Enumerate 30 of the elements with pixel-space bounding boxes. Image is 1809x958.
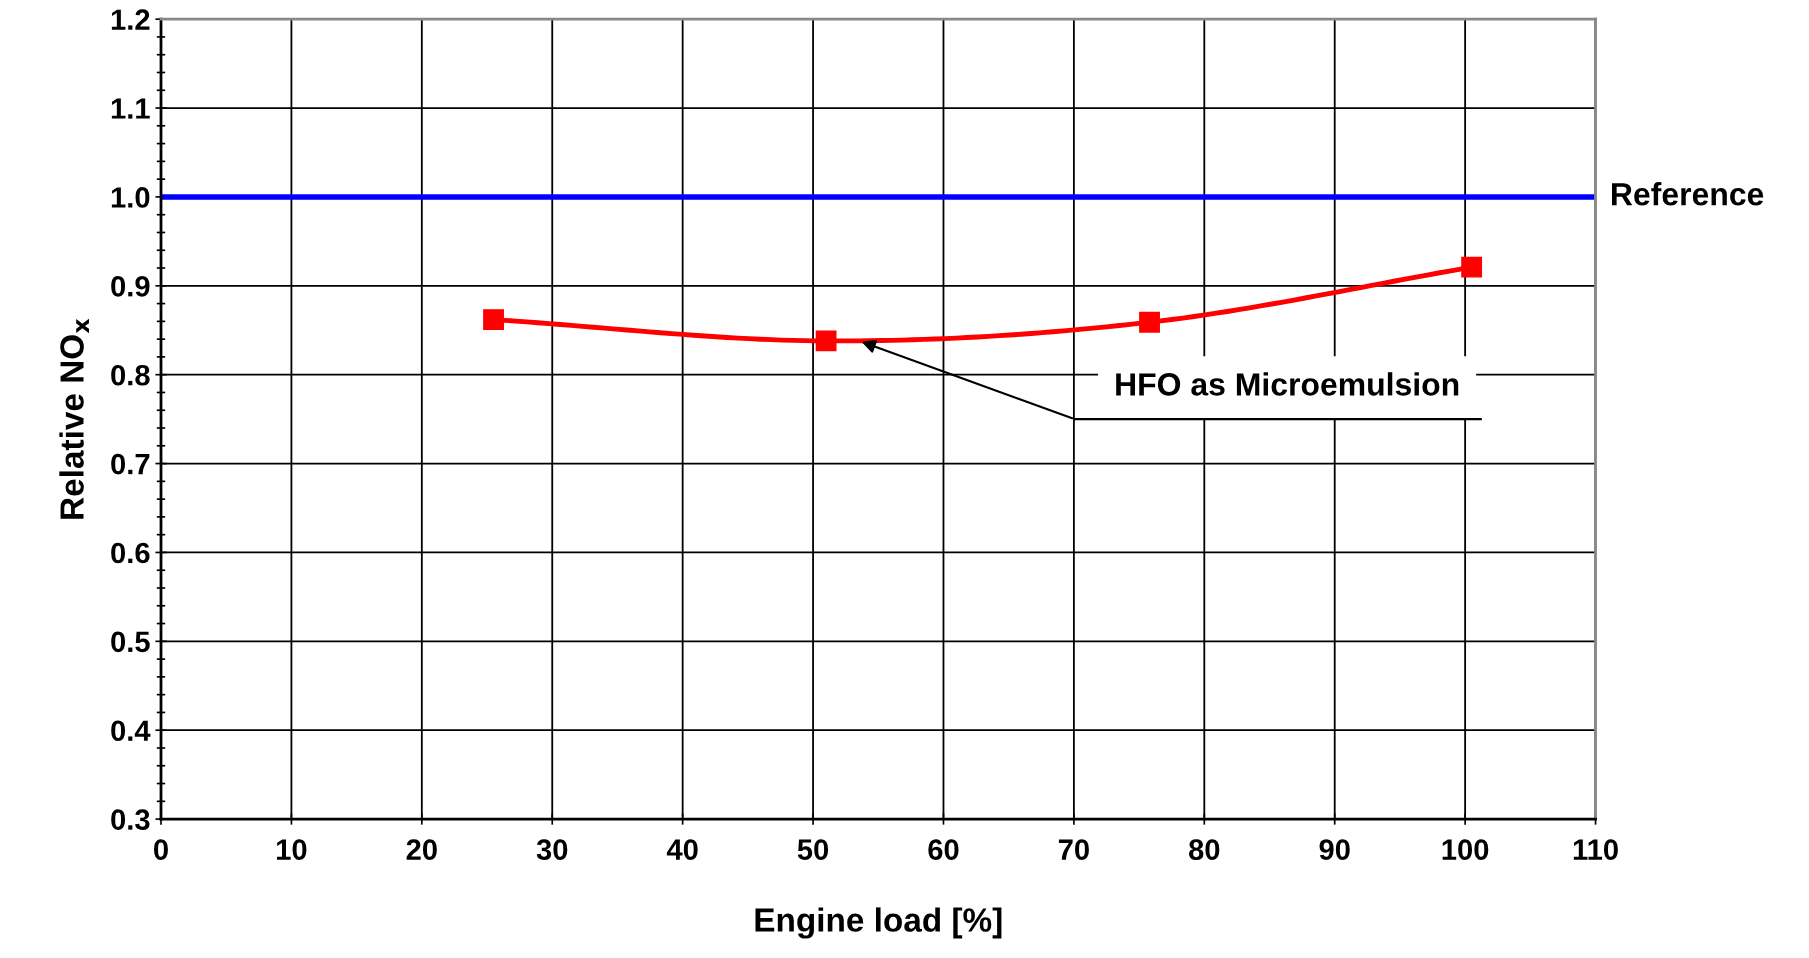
ref-line-label: Reference [1612, 182, 1764, 206]
x-tick-label: 0 [154, 839, 168, 860]
point [483, 309, 504, 330]
point [1139, 311, 1160, 333]
x-tick-label: 20 [406, 839, 437, 860]
y-tick-label: 1.0 [111, 187, 150, 208]
x-axis-title: Engine load [%] [755, 907, 1002, 939]
x-tick-label: 80 [1189, 839, 1220, 860]
y-axis-title: Relative NO$_{x}$ [59, 318, 89, 519]
x-tick-label: 90 [1319, 839, 1350, 860]
x-tick-label: 50 [797, 839, 829, 860]
x-tick-label: 110 [1573, 839, 1618, 860]
y-tick-label: 0.9 [111, 276, 150, 297]
x-tick-label: 100 [1442, 839, 1489, 860]
y-tick-label: 0.3 [111, 809, 150, 830]
x-tick-label: 40 [666, 839, 698, 860]
x-tick-label: 60 [928, 839, 959, 860]
y-tick-label: 1.1 [111, 98, 150, 119]
annotation: HFO as Microemulsion [1116, 372, 1459, 396]
point [1461, 256, 1483, 278]
x-tick-label: 30 [536, 839, 568, 860]
y-tick-label: 0.4 [111, 720, 151, 742]
x-tick-label: 10 [277, 839, 307, 860]
point [815, 330, 837, 352]
y-tick-label: 1.2 [111, 9, 150, 30]
y-tick-label: 0.5 [111, 631, 150, 653]
y-tick-label: 0.7 [111, 453, 150, 475]
x-tick-label: 70 [1058, 839, 1089, 860]
y-tick-label: 0.6 [111, 542, 150, 564]
y-tick-label: 0.8 [111, 364, 150, 386]
